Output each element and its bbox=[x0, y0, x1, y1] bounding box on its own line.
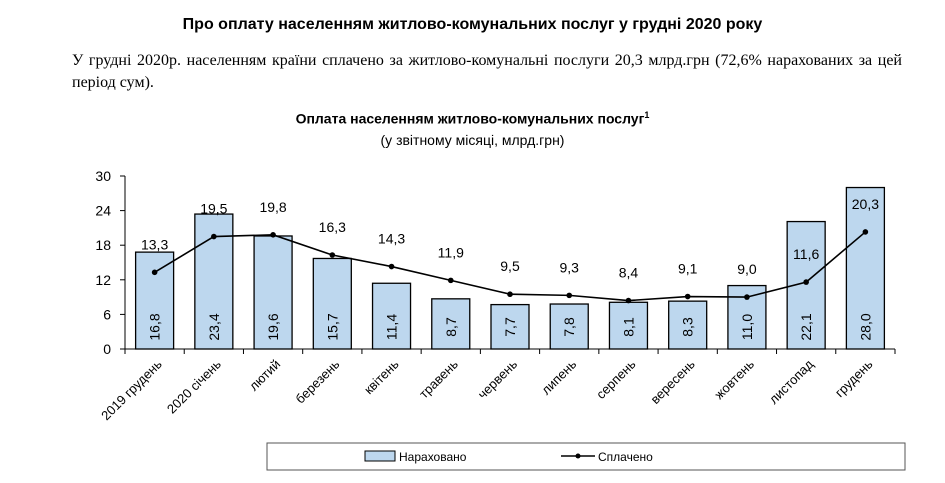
line-point bbox=[625, 297, 632, 304]
x-tick-label: березень bbox=[292, 356, 342, 406]
line-point bbox=[270, 232, 276, 238]
x-tick-label: квітень bbox=[361, 356, 402, 397]
line-point bbox=[744, 294, 750, 300]
line-value-label: 13,3 bbox=[141, 236, 168, 252]
legend-label-line: Сплачено bbox=[598, 450, 653, 464]
bar-value-label: 16,8 bbox=[147, 313, 163, 340]
line-value-label: 11,6 bbox=[793, 246, 819, 262]
bar bbox=[668, 300, 708, 350]
bar bbox=[253, 235, 293, 350]
bar bbox=[490, 303, 530, 350]
chart-title: Оплата населенням житлово-комунальних по… bbox=[0, 110, 945, 127]
y-tick-label: 30 bbox=[95, 168, 111, 184]
bar bbox=[134, 251, 175, 350]
bar-value-label: 8,3 bbox=[680, 317, 696, 337]
page-heading: Про оплату населенням житлово-комунальни… bbox=[182, 16, 763, 33]
bar-value-label: 15,7 bbox=[324, 313, 340, 340]
line-value-label: 19,5 bbox=[200, 201, 227, 217]
bar-value-label: 11,4 bbox=[384, 314, 400, 340]
line-value-label: 8,4 bbox=[619, 265, 639, 281]
y-tick-label: 6 bbox=[103, 306, 111, 322]
line-point bbox=[447, 277, 454, 284]
y-tick-label: 0 bbox=[103, 341, 111, 357]
bar bbox=[371, 282, 412, 350]
y-tick-label: 12 bbox=[95, 272, 111, 288]
line-point bbox=[507, 291, 513, 298]
x-tick-label: липень bbox=[538, 356, 579, 397]
line-value-label: 9,1 bbox=[678, 261, 698, 277]
line-value-label: 19,8 bbox=[259, 199, 286, 215]
line-point bbox=[684, 293, 691, 300]
x-tick-label: листопад bbox=[766, 356, 817, 407]
bar-value-label: 7,7 bbox=[502, 317, 518, 337]
line-point bbox=[151, 269, 158, 276]
line-value-label: 16,3 bbox=[319, 219, 346, 235]
x-tick-label: лютий bbox=[246, 357, 283, 394]
line-value-label: 9,0 bbox=[737, 261, 757, 277]
x-tick-label: серпень bbox=[593, 356, 639, 402]
bar bbox=[431, 298, 471, 350]
line-value-label: 9,3 bbox=[559, 259, 579, 275]
line-value-label: 14,3 bbox=[378, 231, 405, 247]
y-tick-label: 24 bbox=[95, 203, 111, 219]
bar-value-label: 7,8 bbox=[561, 317, 577, 337]
footnote-mark: 1 bbox=[644, 110, 650, 120]
line-point bbox=[329, 252, 336, 258]
bar bbox=[312, 257, 352, 350]
y-tick-label: 18 bbox=[95, 237, 111, 253]
line-value-label: 9,5 bbox=[500, 258, 520, 274]
line-value-label: 11,9 bbox=[438, 244, 464, 260]
line-point bbox=[388, 263, 395, 270]
line-point bbox=[803, 279, 809, 285]
x-tick-label: жовтень bbox=[711, 356, 757, 402]
legend-swatch-bars bbox=[364, 450, 396, 462]
x-tick-label: 2020 січень bbox=[164, 356, 224, 416]
x-tick-label: травень bbox=[416, 356, 461, 401]
line-point bbox=[211, 233, 217, 240]
line-value-label: 20,3 bbox=[852, 196, 879, 212]
chart-subtitle: (у звітному місяці, млрд.грн) bbox=[380, 132, 565, 148]
bar bbox=[608, 301, 649, 350]
bar-value-label: 22,1 bbox=[798, 313, 814, 340]
bar-value-label: 8,1 bbox=[620, 317, 636, 337]
bar-value-label: 11,0 bbox=[739, 314, 755, 340]
summary-paragraph: У грудні 2020р. населенням країни сплаче… bbox=[72, 52, 902, 91]
x-tick-label: 2019 грудень bbox=[98, 356, 165, 423]
legend-swatch-marker bbox=[575, 453, 581, 459]
bar-value-label: 8,7 bbox=[443, 317, 459, 337]
line-point bbox=[566, 292, 573, 299]
bar bbox=[549, 303, 589, 350]
bar-value-label: 23,4 bbox=[206, 313, 222, 340]
bar bbox=[845, 186, 886, 350]
bar-value-label: 28,0 bbox=[857, 313, 873, 340]
x-tick-label: грудень bbox=[832, 356, 876, 400]
bar-value-label: 19,6 bbox=[265, 313, 281, 340]
x-tick-label: червень bbox=[475, 356, 521, 402]
legend-label-bars: Нараховано bbox=[399, 450, 467, 464]
chart-title-text: Оплата населенням житлово-комунальних по… bbox=[295, 110, 645, 127]
line-point bbox=[862, 229, 869, 235]
x-tick-label: вересень bbox=[648, 356, 698, 406]
